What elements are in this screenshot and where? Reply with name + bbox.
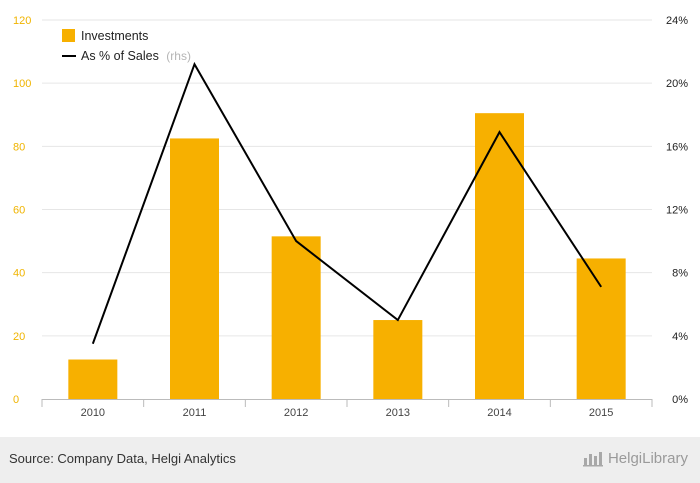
right-tick-label: 16%	[666, 141, 688, 153]
sales-ratio-line	[91, 61, 603, 345]
right-tick-label: 20%	[666, 78, 688, 90]
bar-2010	[68, 359, 118, 399]
left-tick-label: 100	[13, 78, 31, 90]
brand-name: HelgiLibrary	[607, 449, 688, 467]
bar-2014	[475, 113, 524, 399]
sales-ratio-polyline	[91, 61, 603, 345]
left-tick-label: 40	[13, 268, 25, 280]
grid-lines	[42, 19, 652, 337]
investment-bars	[68, 113, 626, 399]
right-axis-ticks: 0% 4% 8% 12% 16% 20% 24%	[666, 15, 688, 406]
right-tick-label: 24%	[666, 15, 688, 27]
left-tick-label: 20	[13, 331, 25, 343]
x-tick-label: 2015	[589, 407, 613, 419]
bar-2011	[170, 138, 219, 399]
bar-2013	[373, 320, 423, 399]
right-tick-label: 0%	[672, 394, 688, 406]
left-tick-label: 0	[13, 394, 19, 406]
right-tick-label: 4%	[672, 331, 688, 343]
right-tick-label: 12%	[666, 205, 688, 217]
x-tick-label: 2010	[81, 407, 105, 419]
footer: Source: Company Data, Helgi Analytics He…	[0, 437, 700, 483]
x-tick-label: 2013	[386, 407, 410, 419]
helgi-logo-icon	[582, 452, 603, 467]
right-tick-label: 8%	[672, 268, 688, 280]
legend: Investments As % of Sales (rhs)	[62, 29, 191, 64]
brand[interactable]: HelgiLibrary	[582, 449, 688, 467]
legend-label-investments: Investments	[81, 29, 148, 43]
left-tick-label: 60	[13, 205, 25, 217]
x-tick-label: 2014	[487, 407, 511, 419]
x-tick-label: 2012	[284, 407, 308, 419]
bar-2015	[576, 258, 626, 399]
x-tick-label: 2011	[183, 407, 207, 419]
bar-2012	[271, 236, 321, 399]
left-axis-ticks: 0 20 40 60 80 100 120	[13, 15, 31, 406]
legend-swatch-investments	[62, 29, 75, 42]
left-tick-label: 120	[13, 15, 31, 27]
left-tick-label: 80	[13, 141, 25, 153]
x-axis: 2010 2011 2012 2013 2014 2015	[41, 399, 653, 419]
source-note: Source: Company Data, Helgi Analytics	[9, 451, 236, 466]
legend-label-sales: As % of Sales (rhs)	[81, 47, 191, 64]
